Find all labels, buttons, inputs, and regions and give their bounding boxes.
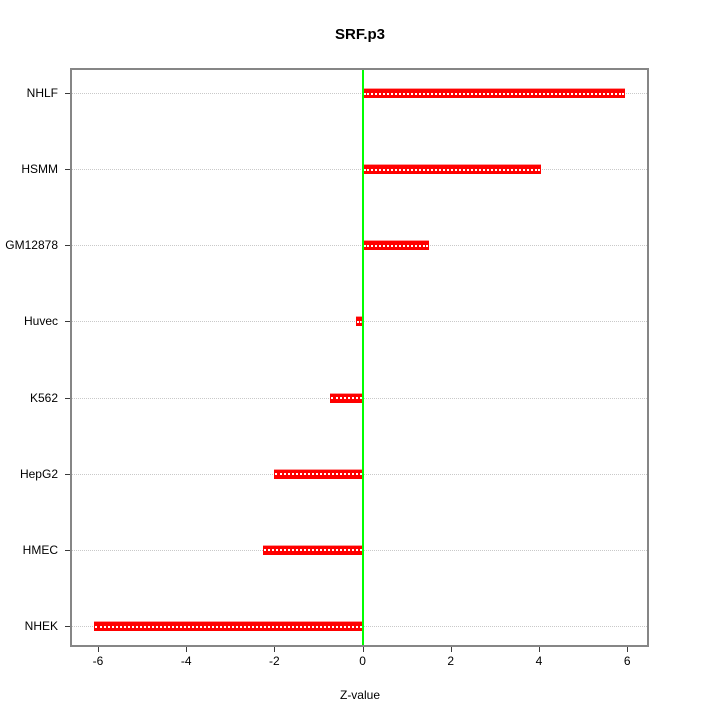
grid-line: [72, 245, 647, 247]
x-tick-label: -6: [92, 654, 104, 668]
x-axis-label: Z-value: [339, 688, 380, 702]
plot-border: [70, 68, 649, 647]
bar-dotted-pattern: [363, 168, 541, 171]
bar: [362, 88, 625, 98]
bar-dotted-pattern: [356, 320, 362, 323]
grid-line: [72, 169, 647, 171]
y-axis-tick: [65, 473, 72, 475]
x-axis-tick: [450, 645, 452, 652]
category-label: HMEC: [22, 542, 58, 557]
chart-title: SRF.p3: [334, 26, 385, 43]
x-axis-tick: [538, 645, 540, 652]
bar: [355, 316, 363, 327]
category-label: NHEK: [24, 619, 58, 633]
y-axis-tick: [65, 169, 72, 171]
category-label: NHLF: [26, 86, 58, 100]
bar-dotted-pattern: [264, 549, 362, 552]
x-axis-tick: [274, 645, 276, 652]
zero-line: [361, 70, 364, 645]
x-axis-tick: [186, 645, 188, 652]
x-tick-label: -4: [180, 654, 192, 668]
x-tick-label: 0: [359, 654, 366, 668]
bar: [263, 544, 363, 555]
x-axis-tick: [362, 645, 364, 652]
bar: [274, 468, 363, 479]
category-label: Huvec: [23, 314, 58, 329]
x-tick-label: 4: [535, 654, 543, 668]
y-axis-tick: [65, 626, 72, 627]
category-label: GM12878: [5, 238, 58, 253]
bar: [329, 392, 363, 403]
plot-area: [70, 68, 649, 647]
y-axis-tick: [65, 397, 72, 399]
bar: [362, 164, 542, 175]
bar: [362, 240, 429, 251]
x-tick-label: 2: [447, 654, 455, 668]
y-axis-tick: [65, 93, 72, 94]
bar-dotted-pattern: [363, 92, 624, 95]
category-label: K562: [29, 390, 58, 405]
bar-dotted-pattern: [363, 244, 428, 247]
category-label: HepG2: [19, 466, 58, 481]
bar-dotted-pattern: [275, 473, 362, 476]
x-axis-tick: [627, 645, 629, 652]
y-axis-tick: [65, 245, 72, 247]
x-tick-label: -2: [269, 654, 280, 668]
bar-dotted-pattern: [330, 397, 362, 400]
bar-dotted-pattern: [94, 625, 362, 628]
x-axis-tick: [98, 645, 100, 652]
x-tick-label: 6: [623, 654, 631, 668]
bar: [93, 621, 363, 631]
grid-line: [72, 93, 647, 94]
category-label: HSMM: [21, 162, 58, 177]
y-axis-tick: [65, 549, 72, 551]
y-axis-tick: [65, 321, 72, 323]
